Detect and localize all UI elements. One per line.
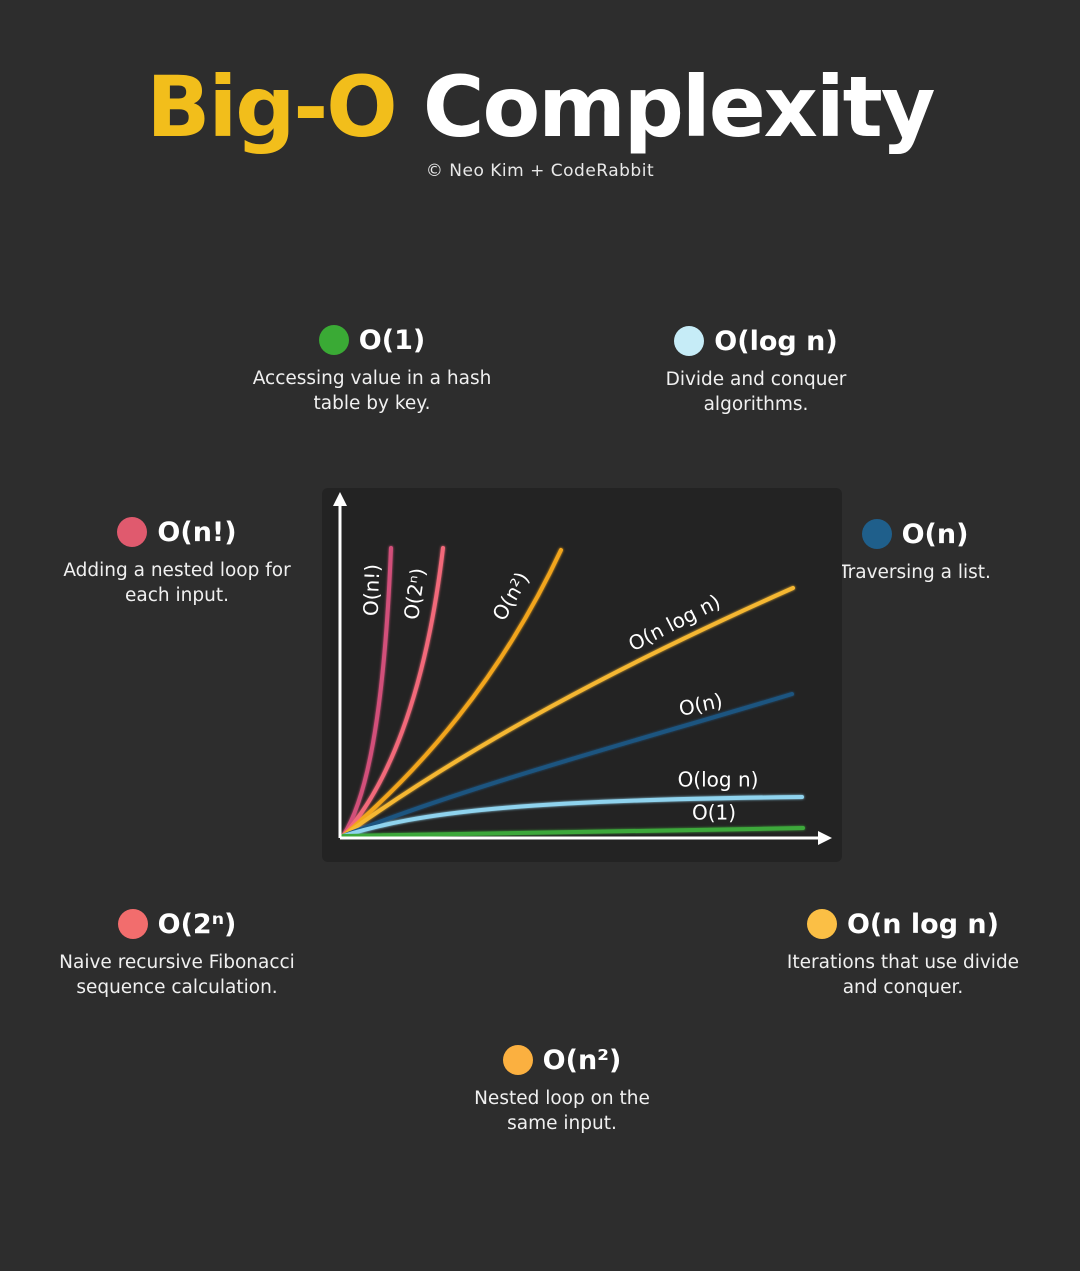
- legend-dot-icon: [502, 1045, 533, 1075]
- legend-card-o1: O(1) Accessing value in a hash table by …: [222, 320, 522, 416]
- legend-dot-icon: [117, 517, 148, 547]
- legend-dot-icon: [117, 909, 148, 939]
- legend-header: O(log n): [606, 321, 906, 361]
- legend-description-line: Naive recursive Fibonacci: [59, 952, 295, 973]
- curve-on: [341, 692, 794, 838]
- curve-label-o1: O(1): [692, 801, 736, 825]
- credit-line: © Neo Kim + CodeRabbit: [425, 161, 655, 181]
- title-rest: Complexity: [422, 58, 936, 156]
- legend-label: O(log n): [714, 325, 838, 357]
- page-title: Big-O Complexity: [0, 52, 1080, 162]
- title-accent: Big-O: [146, 58, 397, 156]
- legend-description-line: table by key.: [313, 393, 431, 414]
- legend-description-line: Traversing a list.: [839, 562, 991, 583]
- curve-on2: [341, 548, 563, 838]
- legend-dot-icon: [674, 326, 705, 356]
- curve-o2n: [341, 546, 445, 838]
- legend-label: O(n!): [157, 516, 237, 548]
- legend-description: Divide and conquer algorithms.: [606, 367, 906, 417]
- curve-label-ofact: O(n!): [359, 564, 385, 617]
- legend-card-onlogn: O(n log n) Iterations that use divide an…: [753, 904, 1053, 1000]
- legend-header: O(1): [222, 320, 522, 360]
- x-axis-arrow-icon: [818, 831, 832, 845]
- legend-description-line: algorithms.: [703, 394, 809, 415]
- legend-description: Adding a nested loop for each input.: [27, 558, 327, 608]
- legend-card-o2n: O(2ⁿ) Naive recursive Fibonacci sequence…: [27, 904, 327, 1000]
- curve-ologn: [341, 795, 804, 838]
- graph-panel: [322, 488, 842, 862]
- legend-label: O(1): [358, 324, 426, 356]
- legend-description-line: and conquer.: [842, 977, 964, 998]
- legend-description-line: same input.: [507, 1113, 617, 1134]
- legend-dot-icon: [861, 519, 892, 549]
- legend-description-line: Nested loop on the: [474, 1088, 650, 1109]
- legend-header: O(n!): [27, 512, 327, 552]
- legend-description: Nested loop on the same input.: [412, 1086, 712, 1136]
- legend-dot-icon: [318, 325, 349, 355]
- legend-header: O(n): [765, 514, 1065, 554]
- curve-onlogn: [341, 586, 795, 838]
- legend-description: Traversing a list.: [765, 560, 1065, 585]
- legend-card-ologn: O(log n) Divide and conquer algorithms.: [606, 321, 906, 417]
- curve-label-ologn: O(log n): [678, 768, 759, 792]
- legend-card-ofact: O(n!) Adding a nested loop for each inpu…: [27, 512, 327, 608]
- y-axis-arrow-icon: [333, 492, 347, 506]
- legend-header: O(n²): [412, 1040, 712, 1080]
- legend-label: O(n): [901, 518, 969, 550]
- legend-description-line: each input.: [125, 585, 229, 606]
- legend-description-line: sequence calculation.: [76, 977, 278, 998]
- legend-description-line: Adding a nested loop for: [63, 560, 291, 581]
- legend-description-line: Accessing value in a hash: [252, 368, 492, 389]
- legend-label: O(2ⁿ): [157, 908, 237, 940]
- legend-description: Accessing value in a hash table by key.: [222, 366, 522, 416]
- legend-header: O(n log n): [753, 904, 1053, 944]
- legend-description: Naive recursive Fibonacci sequence calcu…: [27, 950, 327, 1000]
- curve-ofact: [341, 546, 393, 838]
- legend-dot-icon: [806, 909, 837, 939]
- legend-header: O(2ⁿ): [27, 904, 327, 944]
- legend-card-on: O(n) Traversing a list.: [765, 514, 1065, 585]
- legend-description-line: Divide and conquer: [665, 369, 847, 390]
- legend-card-on2: O(n²) Nested loop on the same input.: [412, 1040, 712, 1136]
- legend-label: O(n log n): [846, 908, 999, 940]
- legend-label: O(n²): [542, 1044, 622, 1076]
- legend-description-line: Iterations that use divide: [786, 952, 1020, 973]
- legend-description: Iterations that use divide and conquer.: [753, 950, 1053, 1000]
- curve-o1: [341, 826, 805, 838]
